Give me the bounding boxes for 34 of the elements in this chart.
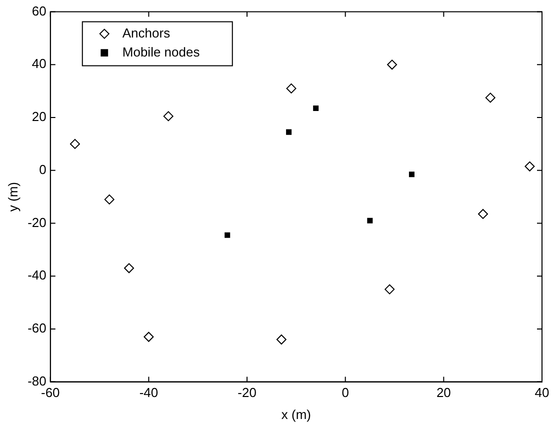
y-tick-label: 0 (39, 162, 46, 177)
y-tick-label: -80 (28, 373, 46, 388)
point (276, 334, 286, 345)
point (70, 138, 80, 149)
point (224, 232, 230, 238)
point (524, 161, 535, 172)
point (286, 129, 292, 135)
x-tick-label: -20 (238, 385, 256, 400)
legend-label: Anchors (122, 25, 171, 40)
point (286, 83, 296, 94)
x-axis-title: x (m) (281, 406, 311, 422)
point (384, 284, 395, 294)
point (408, 172, 414, 178)
point (163, 111, 174, 122)
y-tick-label: -20 (28, 214, 46, 230)
point (387, 60, 398, 70)
y-axis-title: y (m) (5, 182, 20, 212)
x-tick-label: -40 (139, 385, 158, 400)
y-tick-label: 20 (32, 109, 46, 124)
point (104, 194, 114, 204)
legend-label: Mobile nodes (122, 44, 200, 60)
point (478, 208, 488, 219)
x-tick-label: 20 (436, 385, 451, 400)
y-tick-label: 60 (32, 3, 46, 18)
point (367, 218, 373, 224)
x-tick-label: 0 (342, 385, 349, 400)
y-tick-label: -40 (28, 268, 46, 283)
y-tick-label: 40 (32, 56, 46, 72)
point (485, 92, 496, 103)
point (313, 106, 319, 112)
point (124, 263, 134, 274)
point (144, 332, 154, 342)
x-tick-label: 40 (534, 385, 550, 400)
y-tick-label: -60 (28, 320, 46, 336)
